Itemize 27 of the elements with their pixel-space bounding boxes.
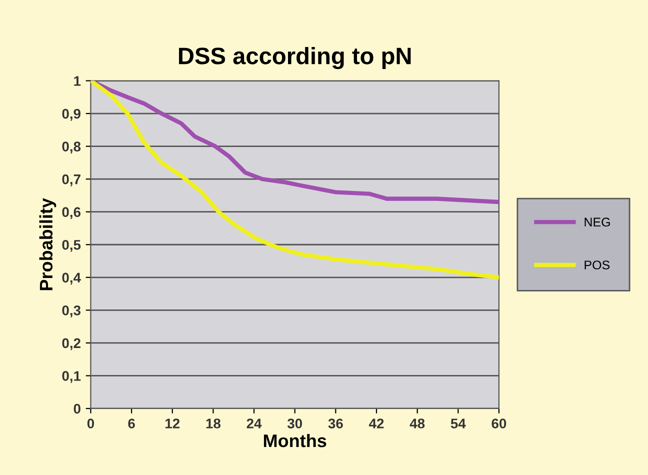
x-tick-label: 48 [410, 418, 425, 428]
y-tick-label: 0,4 [62, 272, 81, 285]
x-tick-label: 42 [368, 418, 384, 428]
x-tick-label: 18 [206, 418, 220, 428]
x-tick-label: 54 [450, 418, 466, 428]
x-tick-label: 36 [328, 418, 343, 428]
y-tick-label: 0,8 [62, 142, 81, 154]
chart-title: DSS according to pN [179, 46, 411, 70]
x-tick-label: 30 [287, 418, 302, 428]
y-tick-label: 0,5 [62, 240, 81, 252]
y-tick-label: 0,6 [62, 207, 80, 220]
x-tick-label: 24 [246, 418, 262, 428]
legend-label: POS [584, 260, 610, 270]
y-axis-title: Probability [39, 198, 56, 290]
y-tick-label: 0,2 [62, 338, 80, 350]
x-tick-label: 12 [166, 418, 180, 428]
legend-label: NEG [584, 218, 610, 227]
x-tick-label: 0 [87, 418, 94, 428]
x-tick-label: 6 [128, 418, 135, 428]
y-tick-label: 1 [74, 76, 81, 86]
y-tick-label: 0,3 [62, 306, 80, 318]
y-tick-label: 0,1 [62, 371, 81, 383]
y-tick-label: 0,9 [62, 108, 80, 121]
x-axis-title: Months [264, 434, 326, 448]
x-tick-label: 60 [492, 418, 506, 428]
y-tick-label: 0,7 [62, 174, 80, 186]
y-tick-label: 0 [74, 404, 80, 414]
